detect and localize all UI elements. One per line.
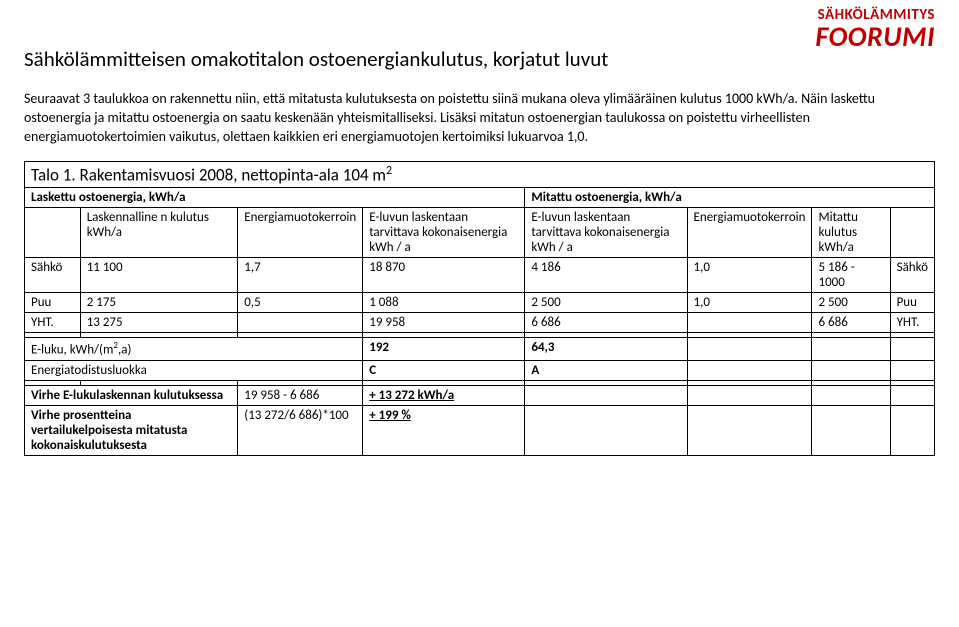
page-title: Sähkölämmitteisen omakotitalon ostoenerg… (24, 46, 935, 72)
header-factor-1: Energiamuotokerroin (238, 208, 363, 258)
row-meas: 2 500 (812, 293, 890, 313)
eluku-label: E-luku, kWh/(m2,a) (25, 338, 363, 360)
table-row: Puu 2 175 0,5 1 088 2 500 1,0 2 500 Puu (25, 293, 935, 313)
eluku-v1: 192 (363, 338, 525, 360)
row-label2: YHT. (890, 313, 934, 333)
right-section-header: Mitattu ostoenergia, kWh/a (525, 188, 935, 208)
row-label: Puu (25, 293, 81, 313)
eclass-v2: A (525, 360, 687, 380)
row-f1: 0,5 (238, 293, 363, 313)
row-calc: 13 275 (80, 313, 238, 333)
row-tot2: 6 686 (525, 313, 687, 333)
row-calc: 2 175 (80, 293, 238, 313)
row-meas: 6 686 (812, 313, 890, 333)
row-tot1: 1 088 (363, 293, 525, 313)
row-f1 (238, 313, 363, 333)
err2-result: + 199 % (363, 405, 525, 455)
talo-title-sup: 2 (386, 164, 392, 178)
row-f2: 1,0 (687, 293, 812, 313)
row-tot1: 18 870 (363, 258, 525, 293)
row-f2 (687, 313, 812, 333)
eclass-v1: C (363, 360, 525, 380)
row-label2: Puu (890, 293, 934, 313)
eluku-v2: 64,3 (525, 338, 687, 360)
header-calc-cons: Laskennalline n kulutus kWh/a (80, 208, 238, 258)
table-row: Sähkö 11 100 1,7 18 870 4 186 1,0 5 186 … (25, 258, 935, 293)
err2-label: Virhe prosentteina vertailukelpoisesta m… (25, 405, 238, 455)
row-label: YHT. (25, 313, 81, 333)
row-f2: 1,0 (687, 258, 812, 293)
err1-label: Virhe E-lukulaskennan kulutuksessa (25, 385, 238, 405)
eluku-row: E-luku, kWh/(m2,a) 192 64,3 (25, 338, 935, 360)
err1-result: + 13 272 kWh/a (363, 385, 525, 405)
row-calc: 11 100 (80, 258, 238, 293)
row-f1: 1,7 (238, 258, 363, 293)
eclass-row: Energiatodistusluokka C A (25, 360, 935, 380)
intro-paragraph: Seuraavat 3 taulukkoa on rakennettu niin… (24, 90, 935, 147)
header-etotal-1: E-luvun laskentaan tarvittava kokonaisen… (363, 208, 525, 258)
header-blank-1 (25, 208, 81, 258)
header-etotal-2: E-luvun laskentaan tarvittava kokonaisen… (525, 208, 687, 258)
err2-calc: (13 272/6 686)*100 (238, 405, 363, 455)
eclass-label: Energiatodistusluokka (25, 360, 363, 380)
row-tot2: 4 186 (525, 258, 687, 293)
row-meas: 5 186 - 1000 (812, 258, 890, 293)
header-meas-cons: Mitattu kulutus kWh/a (812, 208, 890, 258)
error-row-1: Virhe E-lukulaskennan kulutuksessa 19 95… (25, 385, 935, 405)
row-tot2: 2 500 (525, 293, 687, 313)
table-row: YHT. 13 275 19 958 6 686 6 686 YHT. (25, 313, 935, 333)
talo-title-cell: Talo 1. Rakentamisvuosi 2008, nettopinta… (25, 161, 935, 188)
err1-calc: 19 958 - 6 686 (238, 385, 363, 405)
brand-logo: SÄHKÖLÄMMITYS FOORUMI (815, 8, 935, 51)
talo-title-text: Talo 1. Rakentamisvuosi 2008, nettopinta… (31, 164, 386, 185)
eluku-label-suffix: ,a) (118, 343, 131, 358)
logo-bottom-text: FOORUMI (815, 23, 935, 51)
row-tot1: 19 958 (363, 313, 525, 333)
eluku-label-prefix: E-luku, kWh/(m (31, 343, 113, 358)
error-row-2: Virhe prosentteina vertailukelpoisesta m… (25, 405, 935, 455)
row-label: Sähkö (25, 258, 81, 293)
header-blank-2 (890, 208, 934, 258)
left-section-header: Laskettu ostoenergia, kWh/a (25, 188, 525, 208)
header-factor-2: Energiamuotokerroin (687, 208, 812, 258)
energy-table: Talo 1. Rakentamisvuosi 2008, nettopinta… (24, 161, 935, 456)
row-label2: Sähkö (890, 258, 934, 293)
